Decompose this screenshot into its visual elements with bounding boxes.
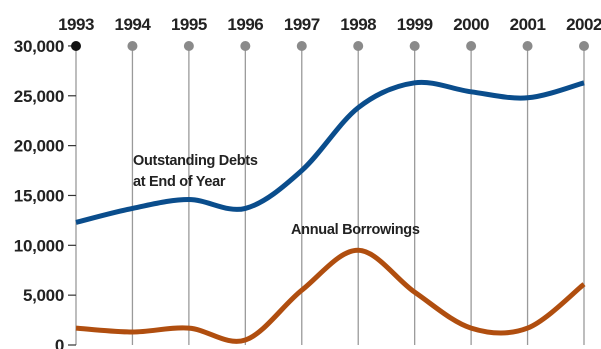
year-marker-1999 xyxy=(410,41,420,51)
series-label-debts-line-2: at End of Year xyxy=(133,174,226,190)
year-label-1996: 1996 xyxy=(227,15,263,34)
year-label-1997: 1997 xyxy=(284,15,320,34)
x-axis-year-labels: 1993 1994 1995 1996 1997 1998 1999 2000 2001 2002 xyxy=(58,15,601,34)
year-marker-1997 xyxy=(297,41,307,51)
series-line-annual-borrowings xyxy=(76,250,584,341)
year-marker-1994 xyxy=(127,41,137,51)
year-label-2002: 2002 xyxy=(566,15,601,34)
year-marker-2000 xyxy=(466,41,476,51)
ytick-label-25000: 25,000 xyxy=(14,87,64,106)
year-label-1993: 1993 xyxy=(58,15,94,34)
year-marker-1996 xyxy=(240,41,250,51)
ytick-label-5000: 5,000 xyxy=(23,286,64,305)
year-marker-1998 xyxy=(353,41,363,51)
ytick-label-10000: 10,000 xyxy=(14,236,64,255)
y-axis-ticks: 0 5,000 10,000 15,000 20,000 25,000 30,000 xyxy=(14,37,76,349)
series-label-debts-line-1: Outstanding Debts xyxy=(133,153,258,169)
series-label-borrowings: Annual Borrowings xyxy=(291,222,420,238)
year-label-1994: 1994 xyxy=(115,15,152,34)
year-marker-1995 xyxy=(184,41,194,51)
year-markers xyxy=(71,41,589,51)
ytick-label-0: 0 xyxy=(55,336,64,349)
year-marker-2002 xyxy=(579,41,589,51)
ytick-label-15000: 15,000 xyxy=(14,186,64,205)
year-marker-2001 xyxy=(523,41,533,51)
year-label-1995: 1995 xyxy=(171,15,207,34)
year-label-1998: 1998 xyxy=(340,15,376,34)
series-lines xyxy=(76,82,584,341)
year-marker-1993 xyxy=(71,41,81,51)
year-label-1999: 1999 xyxy=(397,15,433,34)
ytick-label-20000: 20,000 xyxy=(14,137,64,156)
year-gridlines xyxy=(76,46,584,345)
year-label-2001: 2001 xyxy=(510,15,546,34)
year-label-2000: 2000 xyxy=(453,15,489,34)
series-labels: Outstanding Debts at End of Year Annual … xyxy=(133,153,420,238)
ytick-label-30000: 30,000 xyxy=(14,37,64,56)
